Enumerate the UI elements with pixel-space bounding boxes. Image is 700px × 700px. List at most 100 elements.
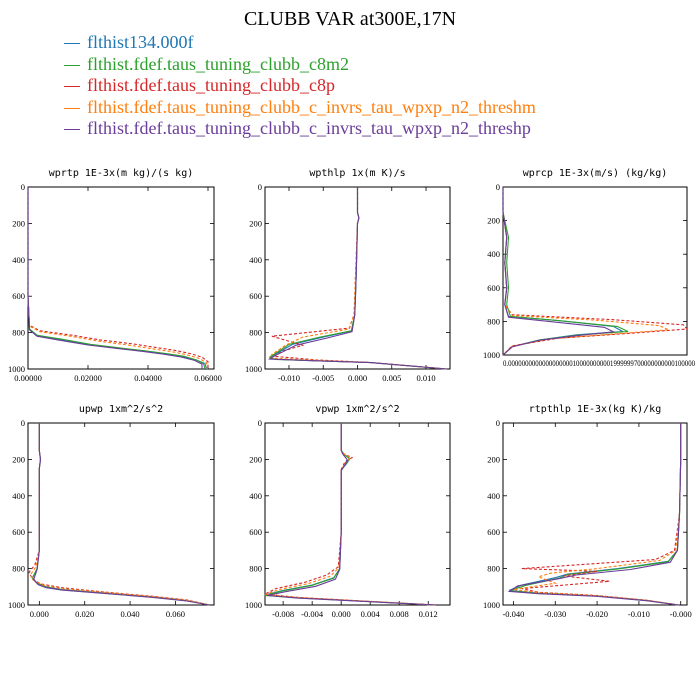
chart-panel: wpthlp 1x(m K)/s 0 200 400 600 800 1000 -0.010 -… xyxy=(245,168,451,383)
series-line xyxy=(267,423,436,606)
legend-label: flthist.fdef.taus_tuning_clubb_c8m2 xyxy=(87,53,349,74)
y-tick-label: 1000 xyxy=(245,364,262,374)
y-tick-label: 0 xyxy=(258,418,262,428)
series-line xyxy=(264,423,436,606)
legend-label: flthist.fdef.taus_tuning_clubb_c8p xyxy=(87,75,335,95)
chart-panel: wprcp 1E-3x(m/s) (kg/kg) 0 200 400 600 800 100… xyxy=(483,168,695,368)
x-tick-label: 0.012 xyxy=(419,609,438,619)
x-tick-label: 0.000 xyxy=(332,609,351,619)
y-tick-label: 400 xyxy=(249,491,262,501)
series-line xyxy=(31,423,210,606)
x-tick-label: 0.04000 xyxy=(134,373,162,383)
x-tick-label: 0.060 xyxy=(166,609,185,619)
panel-title: vpwp 1xm^2/s^2 xyxy=(315,404,399,415)
plot-frame xyxy=(27,186,215,370)
panel-title: wpthlp 1x(m K)/s xyxy=(309,168,405,179)
x-tick-label: 0.040 xyxy=(121,609,140,619)
plot-frame xyxy=(502,186,688,356)
y-tick-label: 600 xyxy=(487,283,500,293)
y-tick-label: 600 xyxy=(249,291,262,301)
panel-title: wprcp 1E-3x(m/s) (kg/kg) xyxy=(523,168,668,179)
x-tick-label: -0.020 xyxy=(586,609,608,619)
chart-panel: upwp 1xm^2/s^2 0 200 400 600 800 1000 0.000 0.02… xyxy=(8,404,215,619)
y-tick-label: 800 xyxy=(487,564,500,574)
chart-panel: vpwp 1xm^2/s^2 0 200 400 600 800 1000 -0.008 -0.… xyxy=(245,404,451,619)
series-line xyxy=(507,423,682,606)
y-tick-label: 800 xyxy=(249,328,262,338)
legend-item: flthist.fdef.taus_tuning_clubb_c_invrs_t… xyxy=(64,118,536,140)
y-tick-label: 800 xyxy=(487,316,500,326)
y-tick-label: 1000 xyxy=(245,600,262,610)
series-line xyxy=(27,187,208,370)
y-tick-label: 400 xyxy=(249,255,262,265)
y-tick-label: 800 xyxy=(12,328,25,338)
y-tick-label: 400 xyxy=(12,255,25,265)
legend-label: flthist134.000f xyxy=(87,32,194,52)
y-tick-label: 400 xyxy=(487,491,500,501)
y-tick-label: 600 xyxy=(249,527,262,537)
x-tick-label: -0.010 xyxy=(628,609,650,619)
panel-title: upwp 1xm^2/s^2 xyxy=(79,404,163,415)
chart-panel: rtpthlp 1E-3x(kg K)/kg 0 200 400 600 800 1000 -… xyxy=(483,404,692,619)
y-tick-label: 1000 xyxy=(483,600,500,610)
series-line xyxy=(521,423,682,606)
x-tick-label: 0.010 xyxy=(416,373,435,383)
series-line xyxy=(31,423,210,606)
y-tick-label: 200 xyxy=(249,454,262,464)
x-tick-label: 0.008 xyxy=(390,609,409,619)
plot-frame xyxy=(264,422,451,606)
series-line xyxy=(263,423,436,606)
x-tick-label: -0.030 xyxy=(544,609,566,619)
y-tick-label: 0 xyxy=(258,182,262,192)
x-tick-label: -0.008 xyxy=(272,609,294,619)
x-tick-label: 0.00000000000000000001000000000019999997… xyxy=(503,358,695,368)
series-line xyxy=(509,423,682,606)
series-line xyxy=(27,187,209,369)
y-tick-label: 200 xyxy=(12,218,25,228)
panel-title: rtpthlp 1E-3x(kg K)/kg xyxy=(529,404,661,415)
y-tick-label: 1000 xyxy=(483,350,500,360)
y-tick-label: 600 xyxy=(487,527,500,537)
x-tick-label: 0.005 xyxy=(382,373,401,383)
legend-label: flthist.fdef.taus_tuning_clubb_c_invrs_t… xyxy=(87,118,531,138)
series-line xyxy=(502,187,689,356)
x-tick-label: 0.00000 xyxy=(14,373,42,383)
legend-line-swatch xyxy=(64,107,80,109)
series-line xyxy=(502,187,669,356)
y-tick-label: 200 xyxy=(487,454,500,464)
y-tick-label: 0 xyxy=(21,182,25,192)
y-tick-label: 800 xyxy=(249,564,262,574)
y-tick-label: 200 xyxy=(487,216,500,226)
x-tick-label: 0.004 xyxy=(361,609,381,619)
y-tick-label: 0 xyxy=(496,182,500,192)
legend-item: flthist.fdef.taus_tuning_clubb_c_invrs_t… xyxy=(64,97,536,119)
series-line xyxy=(29,423,210,606)
x-tick-label: -0.004 xyxy=(301,609,324,619)
legend-line-swatch xyxy=(64,64,80,66)
y-tick-label: 0 xyxy=(21,418,25,428)
legend-item: flthist.fdef.taus_tuning_clubb_c8m2 xyxy=(64,54,536,76)
figure-title: CLUBB VAR at300E,17N xyxy=(243,8,457,30)
x-tick-label: -0.005 xyxy=(312,373,334,383)
x-tick-label: 0.02000 xyxy=(74,373,102,383)
y-tick-label: 400 xyxy=(12,491,25,501)
x-tick-label: -0.000 xyxy=(670,609,692,619)
series-line xyxy=(264,423,436,606)
series-line xyxy=(33,423,210,606)
legend-item: flthist134.000f xyxy=(64,32,536,54)
x-tick-label: 0.06000 xyxy=(194,373,222,383)
panel-title: wprtp 1E-3x(m kg)/(s kg) xyxy=(49,168,194,179)
plot-frame xyxy=(502,422,688,606)
series-line xyxy=(27,187,203,369)
legend-line-swatch xyxy=(64,129,80,131)
legend-item: flthist.fdef.taus_tuning_clubb_c8p xyxy=(64,75,536,97)
series-line xyxy=(264,423,436,606)
series-line xyxy=(502,187,625,356)
plot-frame xyxy=(27,422,215,606)
y-tick-label: 1000 xyxy=(8,364,25,374)
y-tick-label: 800 xyxy=(12,564,25,574)
y-tick-label: 0 xyxy=(496,418,500,428)
y-tick-label: 600 xyxy=(12,527,25,537)
legend-label: flthist.fdef.taus_tuning_clubb_c_invrs_t… xyxy=(87,96,536,117)
